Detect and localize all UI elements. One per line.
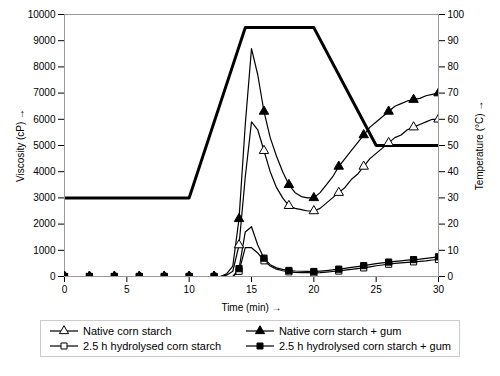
svg-text:10: 10 [184, 284, 196, 295]
html-text:Native corn starch + gum: Native corn starch + gum [278, 325, 402, 337]
svg-text:4000: 4000 [33, 166, 56, 177]
svg-text:0: 0 [448, 271, 454, 282]
svg-text:Temperature (°C) →: Temperature (°C) → [474, 101, 485, 191]
svg-text:80: 80 [448, 61, 460, 72]
svg-text:2000: 2000 [33, 218, 56, 229]
svg-text:20: 20 [308, 284, 320, 295]
svg-text:0: 0 [50, 271, 56, 282]
svg-text:3000: 3000 [33, 192, 56, 203]
svg-text:25: 25 [371, 284, 383, 295]
svg-text:30: 30 [448, 192, 460, 203]
svg-text:5000: 5000 [33, 140, 56, 151]
svg-text:9000: 9000 [33, 35, 56, 46]
html-text:Native corn starch: Native corn starch [83, 325, 172, 337]
html-text:2.5 h hydrolysed corn starch: 2.5 h hydrolysed corn starch [83, 340, 222, 352]
svg-text:70: 70 [448, 87, 460, 98]
svg-text:30: 30 [433, 284, 445, 295]
svg-text:1000: 1000 [33, 245, 56, 256]
svg-text:40: 40 [448, 166, 460, 177]
svg-text:90: 90 [448, 35, 460, 46]
svg-text:60: 60 [448, 114, 460, 125]
svg-text:50: 50 [448, 140, 460, 151]
svg-text:6000: 6000 [33, 114, 56, 125]
svg-text:20: 20 [448, 218, 460, 229]
svg-text:10000: 10000 [28, 9, 56, 20]
svg-text:15: 15 [246, 284, 258, 295]
svg-text:100: 100 [448, 9, 465, 20]
svg-text:Time (min) →: Time (min) → [221, 302, 281, 313]
svg-text:10: 10 [448, 245, 460, 256]
html-text:2.5 h hydrolysed corn starch +: 2.5 h hydrolysed corn starch + gum [278, 340, 451, 352]
svg-text:5: 5 [124, 284, 130, 295]
svg-text:0: 0 [62, 284, 68, 295]
svg-text:7000: 7000 [33, 87, 56, 98]
svg-text:8000: 8000 [33, 61, 56, 72]
svg-text:Viscosity (cP) →: Viscosity (cP) → [15, 109, 26, 182]
